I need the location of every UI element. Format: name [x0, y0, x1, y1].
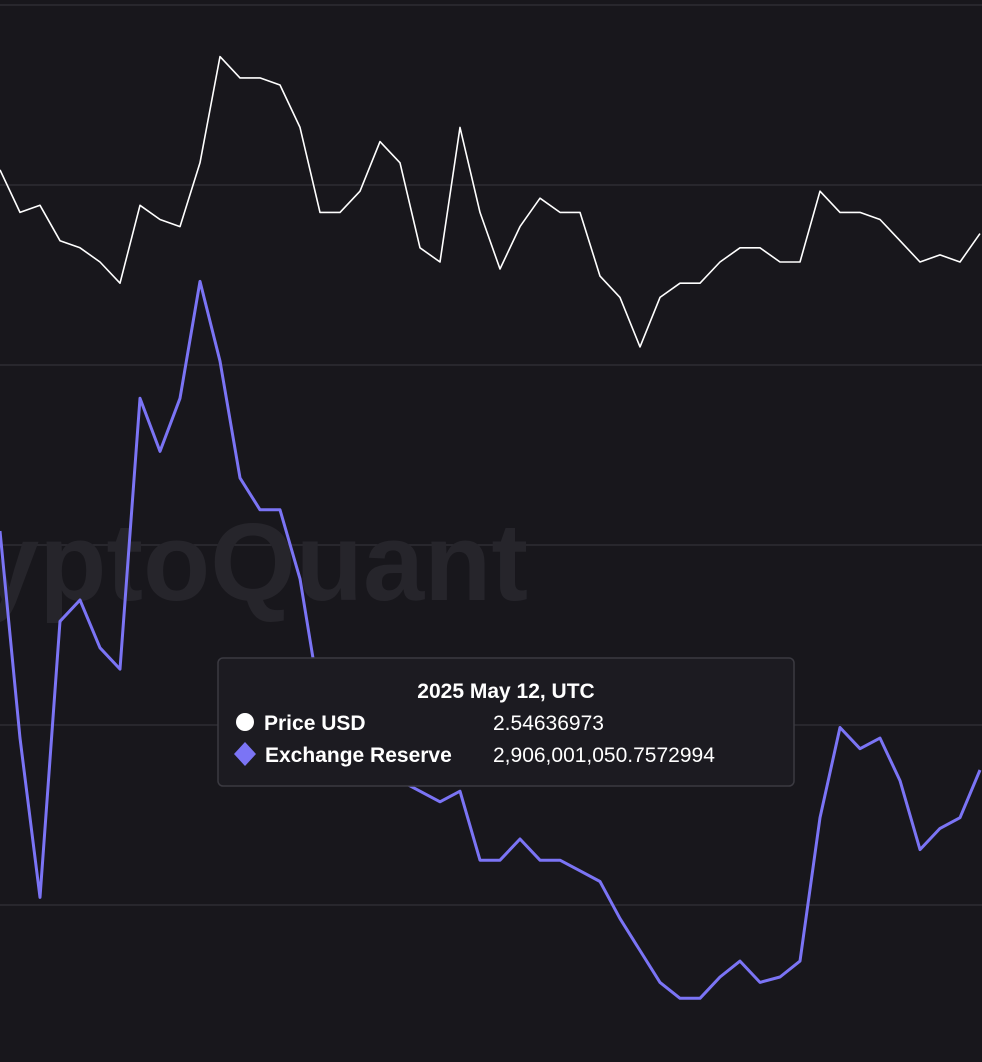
tooltip-value: 2.54636973 [493, 712, 604, 735]
tooltip: 2025 May 12, UTC Price USD 2.54636973 Ex… [217, 657, 795, 787]
tooltip-marker [234, 742, 256, 766]
tooltip-box [217, 657, 795, 787]
series-line [0, 279, 982, 1000]
tooltip-title: 2025 May 12, UTC [417, 680, 594, 703]
plot [0, 55, 982, 1000]
tooltip-marker [236, 713, 254, 731]
tooltip-series-name: Exchange Reserve [265, 744, 452, 767]
watermark: CryptoQuant [0, 501, 528, 624]
tooltip-value: 2,906,001,050.7572994 [493, 744, 715, 767]
series-line [0, 55, 981, 348]
tooltip-series-name: Price USD [264, 712, 366, 735]
